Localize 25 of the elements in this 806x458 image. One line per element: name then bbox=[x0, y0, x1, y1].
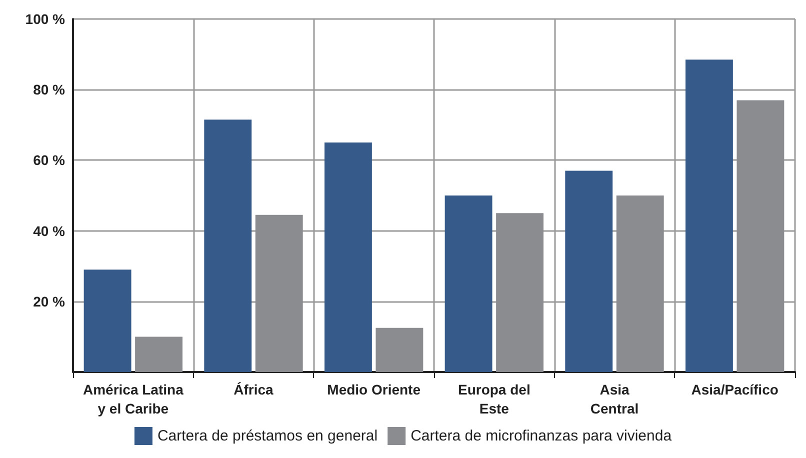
y-tick-label: 20 % bbox=[33, 293, 66, 310]
x-tick-label: Asia Central bbox=[590, 382, 639, 416]
bar bbox=[324, 142, 372, 372]
x-tick-label: Medio Oriente bbox=[327, 382, 421, 398]
x-tick-label: África bbox=[234, 382, 274, 398]
y-tick-label: 40 % bbox=[33, 222, 66, 239]
legend-label: Cartera de microfinanzas para vivienda bbox=[410, 428, 672, 444]
x-tick-label: América Latina y el Caribe bbox=[82, 382, 184, 416]
y-tick-label: 100 % bbox=[25, 11, 66, 27]
bar bbox=[255, 214, 303, 372]
bar bbox=[376, 328, 424, 372]
bar bbox=[736, 100, 784, 372]
x-tick-label: Asia/Pacífico bbox=[691, 382, 778, 398]
bar bbox=[685, 60, 733, 372]
x-tick-label: Europa del Este bbox=[458, 382, 530, 416]
bar bbox=[616, 196, 664, 372]
bar bbox=[444, 196, 492, 372]
y-tick-label: 60 % bbox=[33, 152, 66, 168]
bar bbox=[204, 120, 252, 372]
bar bbox=[496, 213, 544, 372]
bar bbox=[565, 170, 613, 372]
y-tick-label: 80 % bbox=[33, 82, 66, 98]
legend-label: Cartera de préstamos en general bbox=[157, 428, 378, 444]
bar bbox=[84, 270, 132, 372]
bar bbox=[135, 336, 183, 372]
